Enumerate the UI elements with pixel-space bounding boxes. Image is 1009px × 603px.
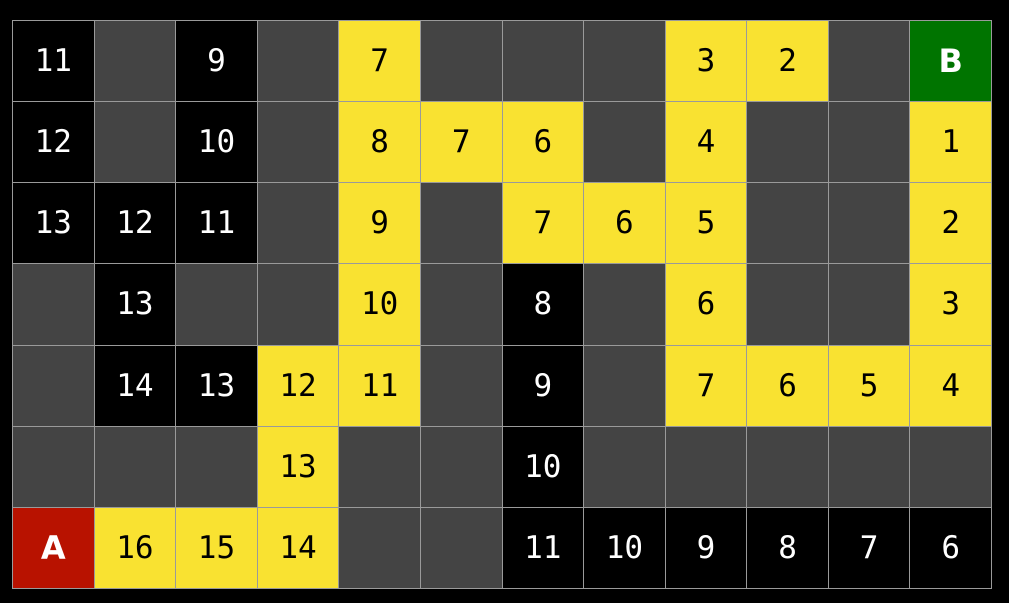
wall-cell-r3-c7[interactable] [584, 264, 666, 346]
path-cell-r2-c11[interactable]: 2 [910, 183, 992, 265]
path-cell-r2-c7[interactable]: 6 [584, 183, 666, 265]
path-cell-r4-c8[interactable]: 7 [665, 345, 748, 427]
wall-cell-r5-c11[interactable] [910, 426, 992, 508]
path-cell-r5-c3[interactable]: 13 [257, 426, 340, 508]
wall-cell-r0-c3[interactable] [257, 21, 340, 103]
wall-cell-r0-c5[interactable] [420, 21, 503, 103]
wall-cell-r1-c9[interactable] [747, 102, 829, 184]
path-cell-r1-c5[interactable]: 7 [420, 102, 503, 184]
visited-cell-r4-c2[interactable]: 13 [176, 345, 258, 427]
path-cell-r6-c3[interactable]: 14 [257, 507, 340, 589]
path-cell-r1-c11[interactable]: 1 [910, 102, 992, 184]
wall-cell-r1-c10[interactable] [828, 102, 911, 184]
path-cell-r0-c9[interactable]: 2 [747, 21, 829, 103]
wall-cell-r5-c2[interactable] [176, 426, 258, 508]
visited-cell-r3-c1[interactable]: 13 [94, 264, 177, 346]
path-cell-r4-c10[interactable]: 5 [828, 345, 911, 427]
wall-cell-r4-c5[interactable] [420, 345, 503, 427]
wall-cell-r5-c8[interactable] [665, 426, 748, 508]
wall-cell-r2-c3[interactable] [257, 183, 340, 265]
path-cell-r2-c8[interactable]: 5 [665, 183, 748, 265]
visited-cell-r6-c10[interactable]: 7 [828, 507, 911, 589]
visited-cell-r3-c6[interactable]: 8 [502, 264, 585, 346]
wall-cell-r2-c10[interactable] [828, 183, 911, 265]
wall-cell-r5-c0[interactable] [13, 426, 95, 508]
wall-cell-r6-c4[interactable] [339, 507, 421, 589]
wall-cell-r3-c10[interactable] [828, 264, 911, 346]
path-cell-r2-c6[interactable]: 7 [502, 183, 585, 265]
path-cell-r4-c11[interactable]: 4 [910, 345, 992, 427]
wall-cell-r5-c7[interactable] [584, 426, 666, 508]
wall-cell-r4-c7[interactable] [584, 345, 666, 427]
wall-cell-r0-c10[interactable] [828, 21, 911, 103]
path-cell-r3-c8[interactable]: 6 [665, 264, 748, 346]
wall-cell-r5-c1[interactable] [94, 426, 177, 508]
path-cell-r4-c3[interactable]: 12 [257, 345, 340, 427]
wall-cell-r2-c9[interactable] [747, 183, 829, 265]
wall-cell-r3-c9[interactable] [747, 264, 829, 346]
wall-cell-r1-c3[interactable] [257, 102, 340, 184]
visited-cell-r1-c0[interactable]: 12 [13, 102, 95, 184]
path-cell-r1-c6[interactable]: 6 [502, 102, 585, 184]
wall-cell-r5-c9[interactable] [747, 426, 829, 508]
path-cell-r1-c8[interactable]: 4 [665, 102, 748, 184]
path-cell-r4-c4[interactable]: 11 [339, 345, 421, 427]
wall-cell-r1-c7[interactable] [584, 102, 666, 184]
start-cell-r6-c0[interactable]: A [13, 507, 95, 589]
visited-cell-r4-c1[interactable]: 14 [94, 345, 177, 427]
path-cell-r6-c1[interactable]: 16 [94, 507, 177, 589]
path-cell-r3-c11[interactable]: 3 [910, 264, 992, 346]
visited-cell-r6-c11[interactable]: 6 [910, 507, 992, 589]
path-cell-r6-c2[interactable]: 15 [176, 507, 258, 589]
maze-grid: 11 9 7 3 2 B 12 10 8 7 6 4 1 13 12 11 9 7 6 5 2 13 10 8 6 3 14 13 12… [12, 20, 992, 589]
wall-cell-r3-c5[interactable] [420, 264, 503, 346]
visited-cell-r6-c9[interactable]: 8 [747, 507, 829, 589]
wall-cell-r5-c5[interactable] [420, 426, 503, 508]
path-cell-r0-c8[interactable]: 3 [665, 21, 748, 103]
visited-cell-r5-c6[interactable]: 10 [502, 426, 585, 508]
wall-cell-r6-c5[interactable] [420, 507, 503, 589]
visited-cell-r0-c0[interactable]: 11 [13, 21, 95, 103]
wall-cell-r3-c2[interactable] [176, 264, 258, 346]
wall-cell-r2-c5[interactable] [420, 183, 503, 265]
wall-cell-r0-c7[interactable] [584, 21, 666, 103]
wall-cell-r1-c1[interactable] [94, 102, 177, 184]
visited-cell-r2-c2[interactable]: 11 [176, 183, 258, 265]
visited-cell-r2-c1[interactable]: 12 [94, 183, 177, 265]
wall-cell-r3-c3[interactable] [257, 264, 340, 346]
path-cell-r1-c4[interactable]: 8 [339, 102, 421, 184]
visited-cell-r2-c0[interactable]: 13 [13, 183, 95, 265]
goal-cell-r0-c11[interactable]: B [910, 21, 992, 103]
wall-cell-r0-c1[interactable] [94, 21, 177, 103]
wall-cell-r0-c6[interactable] [502, 21, 585, 103]
wall-cell-r3-c0[interactable] [13, 264, 95, 346]
wall-cell-r5-c10[interactable] [828, 426, 911, 508]
path-cell-r2-c4[interactable]: 9 [339, 183, 421, 265]
path-cell-r3-c4[interactable]: 10 [339, 264, 421, 346]
visited-cell-r0-c2[interactable]: 9 [176, 21, 258, 103]
wall-cell-r4-c0[interactable] [13, 345, 95, 427]
visited-cell-r4-c6[interactable]: 9 [502, 345, 585, 427]
path-cell-r4-c9[interactable]: 6 [747, 345, 829, 427]
path-cell-r0-c4[interactable]: 7 [339, 21, 421, 103]
visited-cell-r6-c6[interactable]: 11 [502, 507, 585, 589]
wall-cell-r5-c4[interactable] [339, 426, 421, 508]
visited-cell-r6-c8[interactable]: 9 [665, 507, 748, 589]
visited-cell-r6-c7[interactable]: 10 [584, 507, 666, 589]
visited-cell-r1-c2[interactable]: 10 [176, 102, 258, 184]
